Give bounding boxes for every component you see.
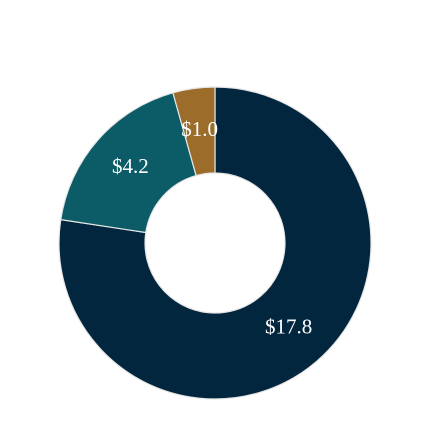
donut-slice	[172, 86, 216, 177]
data-label: $1.0	[181, 117, 218, 141]
data-label: $4.2	[112, 154, 149, 178]
data-label: $17.8	[265, 314, 312, 338]
donut-slice	[58, 86, 372, 400]
donut-slice	[60, 92, 197, 234]
